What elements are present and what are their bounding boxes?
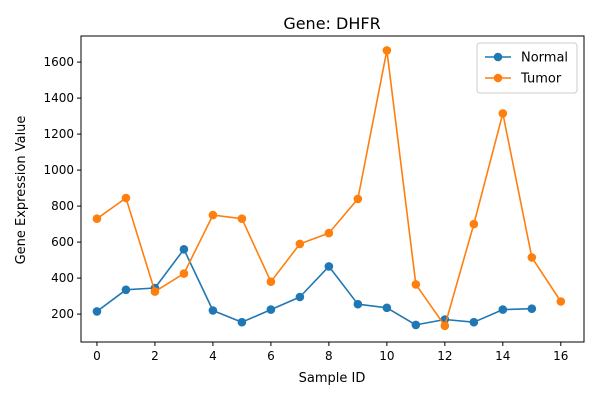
data-point [295,239,305,249]
data-point [237,214,247,223]
data-point [469,219,479,229]
y-tick-label: 800 [51,199,74,213]
x-tick-label: 6 [267,349,275,363]
legend-item-tumor: Tumor [485,72,562,87]
data-point [556,297,566,306]
legend-swatch-marker [493,52,503,62]
series-layer [92,46,566,331]
x-axis-ticks: 0 2 4 6 8 10 12 14 16 [93,342,568,363]
y-tick-label: 200 [51,307,74,321]
legend-label: Normal [521,51,568,66]
legend-swatch-marker [493,73,503,83]
data-point [324,228,334,238]
y-tick-label: 1400 [43,91,74,105]
data-point [324,262,334,271]
data-point [353,194,363,204]
data-point [411,320,421,330]
series-line [96,248,532,326]
data-point [121,285,131,295]
y-tick-label: 400 [51,271,74,285]
series-normal [92,245,537,330]
data-point [92,214,102,223]
y-axis-label: Gene Expression Value [14,116,29,265]
data-point [382,303,392,313]
data-point [353,299,363,309]
data-point [121,193,131,203]
legend-item-normal: Normal [485,51,568,66]
data-point [92,307,102,316]
data-point [498,109,508,118]
data-point [266,305,276,314]
x-axis-label: Sample ID [299,371,366,386]
x-tick-label: 10 [379,349,394,363]
data-point [498,305,508,314]
series-tumor [92,46,566,331]
plot-frame [80,35,585,343]
x-tick-label: 14 [495,349,510,363]
data-point [295,292,305,302]
y-tick-label: 1200 [43,127,74,141]
y-tick-label: 1000 [43,163,74,177]
data-point [527,304,537,314]
data-point [237,317,247,327]
y-axis-ticks: 200 400 600 800 1000 1200 1400 1600 [43,55,81,321]
x-tick-label: 12 [437,349,452,363]
data-point [382,46,392,55]
y-tick-label: 600 [51,235,74,249]
data-point [266,277,276,287]
x-tick-label: 16 [553,349,568,363]
data-point [150,287,160,296]
data-point [179,245,189,254]
chart-title: Gene: DHFR [283,14,380,33]
x-tick-label: 0 [93,349,101,363]
x-tick-label: 8 [325,349,333,363]
data-point [411,280,421,289]
data-point [208,306,218,315]
legend-label: Tumor [520,72,562,87]
data-point [179,269,189,278]
data-point [440,321,450,331]
y-tick-label: 1600 [43,55,74,69]
data-point [208,210,218,220]
data-point [469,317,479,327]
x-tick-label: 4 [209,349,217,363]
x-tick-label: 2 [151,349,159,363]
legend: Normal Tumor [476,42,578,94]
data-point [527,253,537,262]
